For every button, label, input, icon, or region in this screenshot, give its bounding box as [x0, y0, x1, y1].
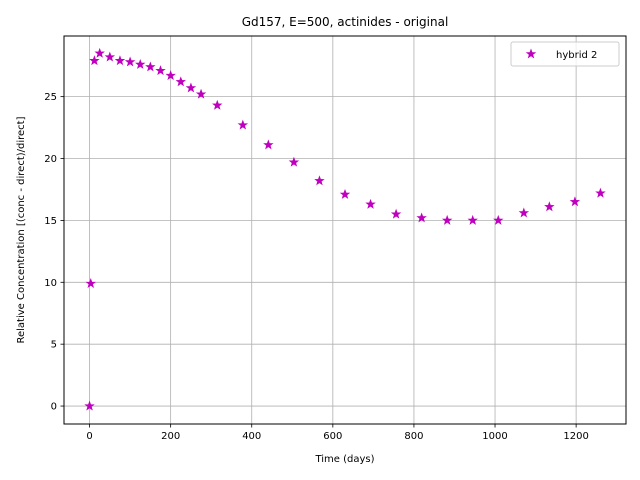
x-tick-label: 400: [242, 431, 261, 442]
data-points: [84, 47, 606, 411]
data-point: [518, 207, 530, 218]
y-tick-label: 0: [51, 402, 57, 413]
data-point: [365, 198, 376, 209]
x-tick-label: 1000: [482, 431, 507, 442]
data-point: [84, 400, 95, 411]
data-point: [237, 119, 249, 130]
x-tick-label: 600: [323, 431, 342, 442]
x-tick-label: 200: [161, 431, 180, 442]
x-tick-label: 0: [86, 431, 92, 442]
data-point: [467, 214, 478, 225]
data-point: [595, 187, 606, 198]
data-point: [175, 76, 186, 87]
data-point: [135, 58, 146, 69]
y-tick-label: 20: [44, 154, 57, 165]
data-point: [288, 156, 300, 167]
x-axis-ticks: 0 200 400 600 800 1000 1200: [86, 424, 589, 442]
legend: hybrid 2: [510, 41, 620, 67]
data-point: [104, 51, 116, 62]
data-point: [263, 139, 274, 150]
data-point: [114, 55, 126, 66]
grid: [64, 36, 626, 424]
y-axis-title: Relative Concentration [(conc - direct)/…: [16, 116, 27, 343]
data-point: [85, 278, 96, 288]
data-point: [544, 201, 555, 212]
data-point: [569, 196, 581, 207]
y-axis-ticks: 0 5 10 15 20 25: [44, 92, 64, 413]
chart-title: Gd157, E=500, actinides - original: [242, 15, 449, 29]
data-point: [165, 70, 176, 81]
y-tick-label: 10: [44, 278, 57, 289]
x-tick-label: 1200: [563, 431, 588, 442]
x-axis-title: Time (days): [314, 454, 374, 465]
y-tick-label: 15: [44, 216, 57, 227]
legend-box: [510, 41, 620, 67]
data-point: [145, 61, 156, 72]
data-point: [185, 82, 197, 93]
y-tick-label: 25: [44, 92, 57, 103]
legend-label-hybrid-2: hybrid 2: [556, 50, 597, 61]
data-point: [390, 208, 402, 219]
data-point: [195, 88, 207, 99]
legend-marker-star: [525, 48, 537, 59]
data-point: [314, 175, 325, 186]
x-tick-label: 800: [404, 431, 423, 442]
data-point: [212, 99, 223, 110]
plot-frame: [63, 35, 627, 425]
data-point: [94, 47, 105, 58]
data-point: [124, 56, 136, 67]
data-point: [416, 212, 427, 223]
data-point: [89, 55, 100, 66]
data-point: [441, 214, 453, 225]
y-tick-label: 5: [51, 340, 57, 351]
data-point: [155, 65, 166, 76]
data-point: [493, 214, 504, 225]
data-point: [339, 188, 351, 199]
